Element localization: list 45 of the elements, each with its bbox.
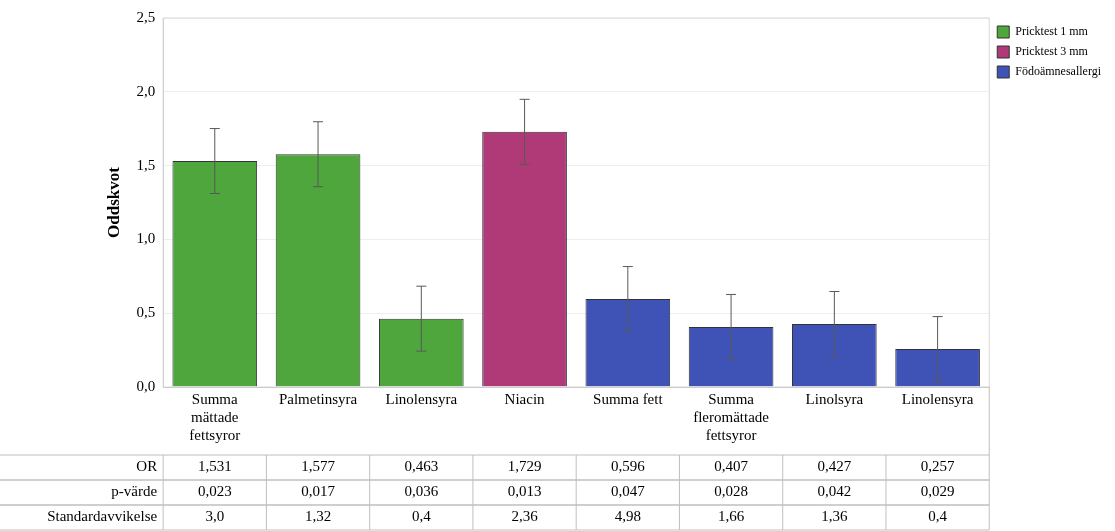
y-tick-label: 2,5 [136,8,156,25]
text: 0,427 [817,458,852,475]
y-tick-label: 2,0 [136,82,156,99]
x-tick-label: Palmetinsyra [278,390,358,407]
text: 4,98 [614,508,641,525]
text: 1,66 [717,508,745,525]
text: 0,257 [920,458,955,475]
text: 0,463 [404,458,439,475]
text: 1,577 [301,458,336,475]
y-tick-label: 0,0 [136,377,156,394]
y-tick-label: 1,0 [136,230,156,247]
text: 0,4 [928,508,948,525]
y-axis-title: Oddskvot [103,166,123,238]
text: Standardavvikelse [47,508,158,525]
x-tick-label: Linolensyra [901,390,974,407]
x-tick-label: Summa mättade fettsyror [189,390,241,443]
text: 0,042 [817,483,852,500]
text: 0,023 [197,483,232,500]
text: 0,036 [404,483,439,500]
text: 0,047 [610,483,646,500]
y-tick-label: 1,5 [136,156,156,173]
text: 1,729 [507,458,542,475]
text: 0,029 [920,483,955,500]
legend-label: Pricktest 3 mm [1015,44,1089,59]
text: 2,36 [511,508,539,525]
text: 0,013 [507,483,542,500]
legend-label: Pricktest 1 mm [1015,24,1089,39]
text: 1,36 [821,508,848,525]
text: OR [136,458,158,475]
text: 3,0 [205,508,225,525]
x-tick-label: Summa fett [593,390,664,407]
text: 0,017 [301,483,336,500]
x-tick-label: Linolsyra [805,390,864,407]
x-tick-label: Niacin [504,390,546,407]
text: 0,028 [714,483,748,500]
text: p-värde [111,483,158,500]
text: 1,531 [197,458,232,475]
text: 0,4 [411,508,432,525]
text: 1,32 [304,508,332,525]
x-tick-label: Linolensyra [385,390,458,407]
text: 0,596 [610,458,646,475]
y-tick-label: 0,5 [136,304,156,321]
x-tick-label: Summa fleromättade fettsyror [693,390,770,443]
text: 0,407 [714,458,749,475]
legend-label: Födoämnesallergi [1015,64,1102,79]
